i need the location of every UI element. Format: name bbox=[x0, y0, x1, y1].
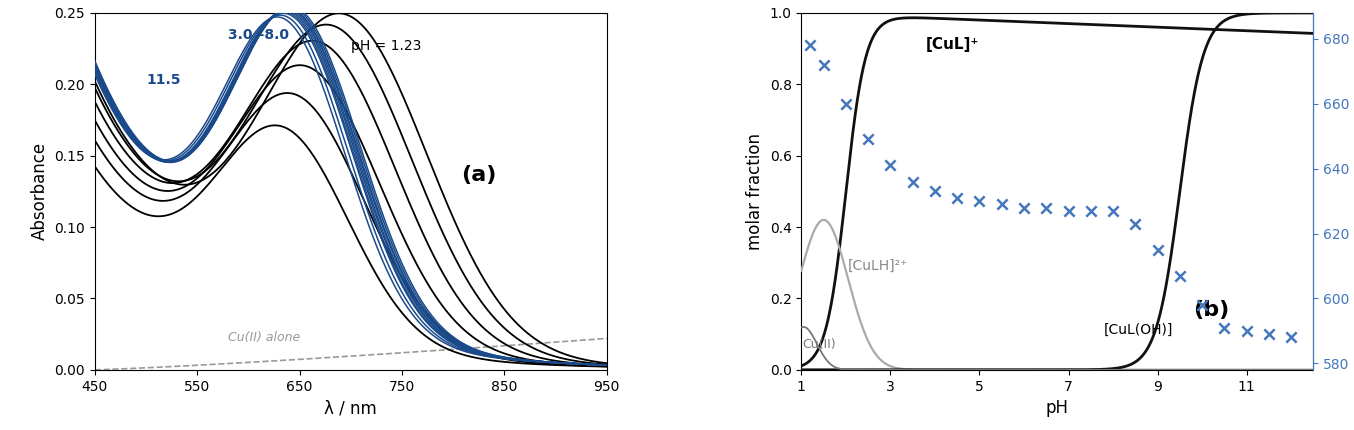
Y-axis label: Absorbance: Absorbance bbox=[31, 142, 49, 240]
Text: (a): (a) bbox=[462, 165, 497, 184]
Point bbox=[1102, 207, 1124, 214]
Point bbox=[1124, 220, 1145, 227]
Point bbox=[835, 100, 857, 107]
Point bbox=[1080, 207, 1102, 214]
Point bbox=[1013, 204, 1034, 211]
Text: [CuLH]²⁺: [CuLH]²⁺ bbox=[848, 259, 909, 273]
Point bbox=[1057, 207, 1079, 214]
Point bbox=[946, 194, 968, 201]
Point bbox=[1147, 246, 1169, 253]
Text: 3.0 –8.0: 3.0 –8.0 bbox=[227, 28, 288, 42]
Point bbox=[1258, 331, 1280, 338]
Point bbox=[1192, 301, 1213, 308]
Point bbox=[968, 198, 990, 205]
Text: Cu(II) alone: Cu(II) alone bbox=[227, 331, 301, 344]
Text: 11.5: 11.5 bbox=[146, 73, 180, 87]
Point bbox=[812, 61, 834, 68]
Point bbox=[857, 136, 879, 143]
Y-axis label: λₘₐₓ / nm: λₘₐₓ / nm bbox=[1353, 153, 1354, 230]
Text: (b): (b) bbox=[1193, 300, 1229, 320]
Point bbox=[902, 178, 923, 185]
Y-axis label: molar fraction: molar fraction bbox=[746, 133, 764, 250]
Point bbox=[1281, 334, 1303, 341]
Text: [CuL]⁺: [CuL]⁺ bbox=[926, 37, 979, 52]
Point bbox=[1213, 324, 1235, 331]
Text: Cu(II): Cu(II) bbox=[803, 338, 835, 351]
Point bbox=[1036, 204, 1057, 211]
Text: [CuL(OH)]: [CuL(OH)] bbox=[1104, 323, 1174, 337]
Text: pH = 1.23: pH = 1.23 bbox=[351, 39, 421, 53]
Point bbox=[1169, 272, 1190, 279]
Point bbox=[799, 42, 821, 49]
Point bbox=[923, 188, 945, 195]
X-axis label: λ / nm: λ / nm bbox=[325, 399, 378, 417]
Point bbox=[880, 162, 902, 169]
Point bbox=[991, 201, 1013, 208]
Point bbox=[1236, 327, 1258, 334]
X-axis label: pH: pH bbox=[1045, 399, 1068, 417]
